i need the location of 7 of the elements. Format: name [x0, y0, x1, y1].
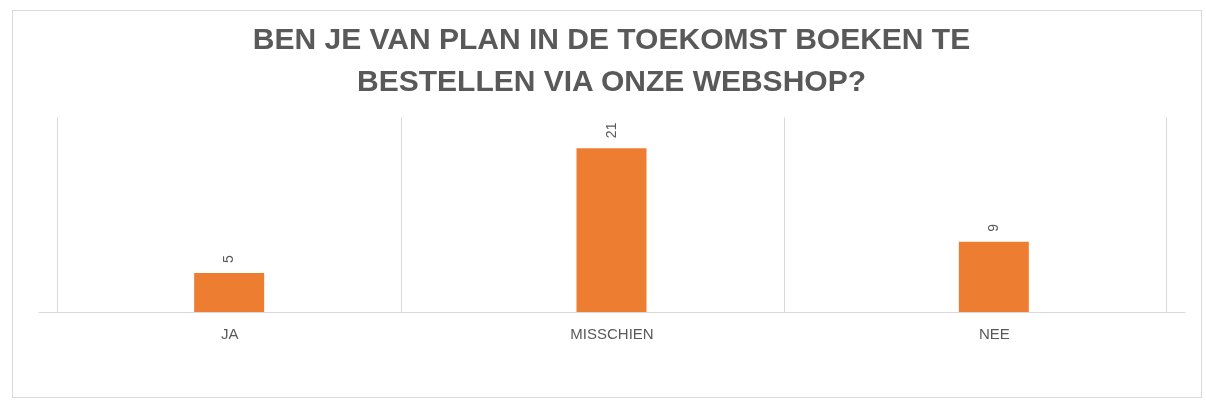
data-label: 5 [220, 254, 237, 263]
x-tick-label: MISSCHIEN [570, 324, 654, 342]
x-tick-label: NEE [978, 324, 1010, 342]
chart-title: BEN JE VAN PLAN IN DE TOEKOMST BOEKEN TE BESTELLEN VIA ONZE WEBSHOP? [252, 22, 971, 97]
x-tick-label: JA [220, 324, 239, 342]
data-label: 9 [984, 223, 1001, 232]
data-label: 21 [602, 122, 619, 139]
